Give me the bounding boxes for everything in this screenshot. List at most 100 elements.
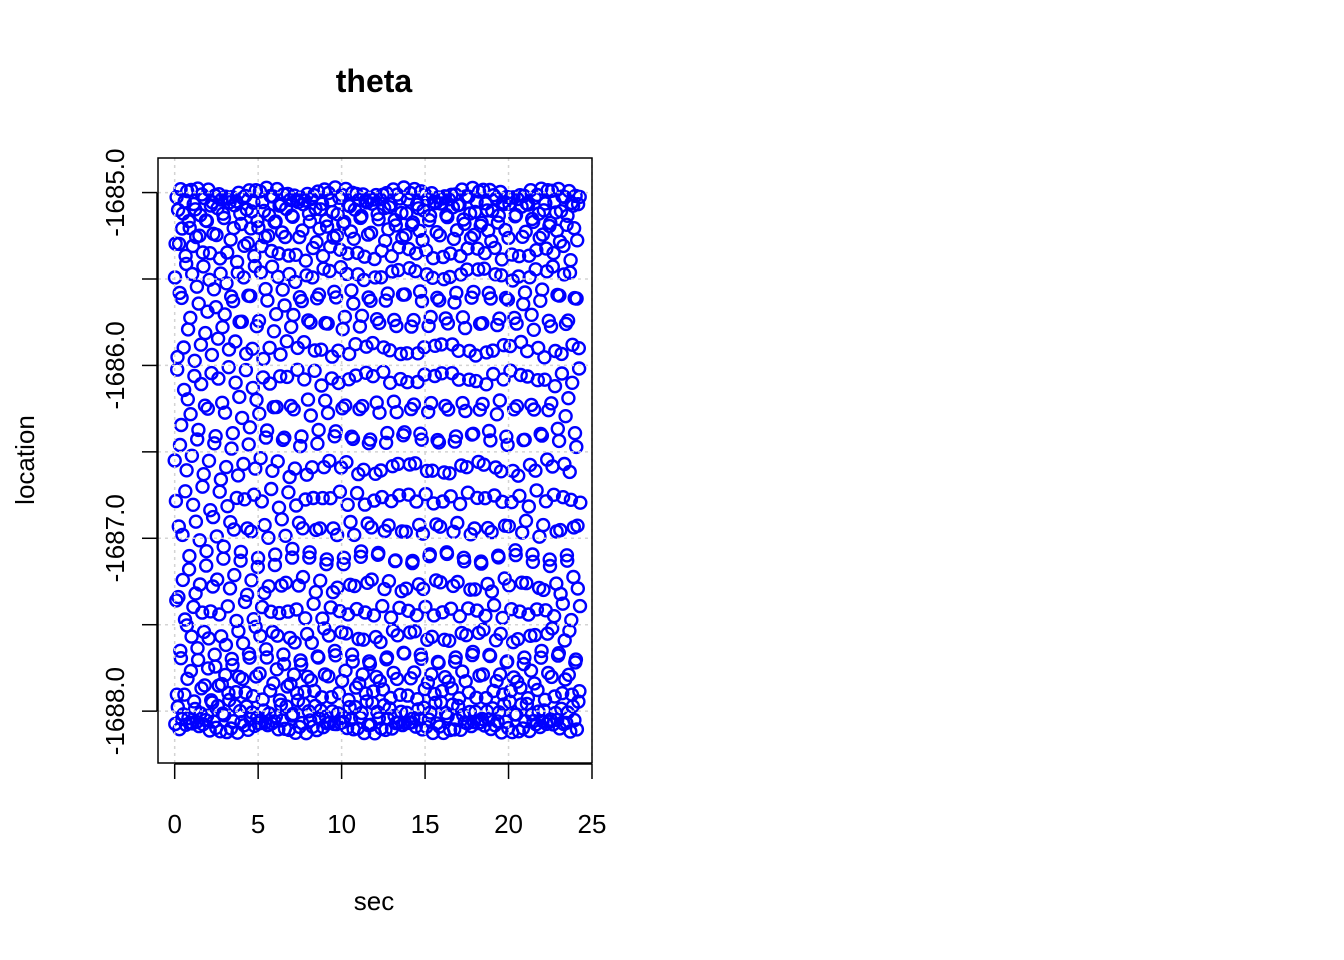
data-point xyxy=(224,651,240,667)
data-point xyxy=(289,602,304,617)
data-point xyxy=(300,392,316,407)
data-point xyxy=(373,270,389,285)
data-point xyxy=(397,425,412,440)
data-point xyxy=(534,428,550,443)
data-point xyxy=(320,316,335,331)
data-point xyxy=(324,690,339,705)
data-point xyxy=(268,547,283,562)
data-point xyxy=(180,322,196,337)
data-point xyxy=(504,247,520,262)
data-point xyxy=(504,602,519,617)
data-point xyxy=(349,601,364,617)
data-point xyxy=(409,608,424,623)
data-point xyxy=(547,379,563,394)
data-point xyxy=(347,578,362,594)
data-point xyxy=(336,557,351,572)
data-point xyxy=(529,242,544,258)
data-point xyxy=(501,519,516,534)
data-point xyxy=(566,220,582,236)
data-point xyxy=(298,492,313,507)
data-point xyxy=(545,259,560,274)
data-point xyxy=(519,575,534,591)
data-point xyxy=(436,249,451,265)
data-point xyxy=(295,569,311,585)
data-point xyxy=(211,371,226,386)
data-point xyxy=(189,279,205,294)
data-point xyxy=(231,623,246,639)
data-point xyxy=(408,719,423,734)
data-point xyxy=(219,245,235,260)
data-point xyxy=(289,686,305,701)
data-point xyxy=(393,371,408,387)
data-point xyxy=(285,209,300,225)
data-point xyxy=(175,572,191,588)
data-point xyxy=(214,676,230,692)
x-axis: 0 5 10 15 20 25 xyxy=(167,763,606,839)
data-point xyxy=(346,296,361,311)
data-point xyxy=(207,647,222,662)
data-point xyxy=(246,612,261,627)
data-point xyxy=(398,227,413,243)
data-point xyxy=(259,650,274,665)
x-tick-label: 15 xyxy=(411,809,440,839)
data-point xyxy=(242,420,258,435)
data-point xyxy=(526,402,542,417)
data-point xyxy=(342,346,357,362)
data-point xyxy=(240,235,256,251)
data-point xyxy=(221,685,236,701)
data-point xyxy=(421,318,436,334)
data-point xyxy=(413,426,428,441)
data-point xyxy=(286,307,301,323)
data-point xyxy=(306,490,321,506)
data-point xyxy=(209,572,225,587)
data-point xyxy=(335,322,350,337)
data-point xyxy=(463,230,479,246)
data-point xyxy=(537,372,552,387)
data-point xyxy=(210,331,226,346)
data-point xyxy=(509,316,524,331)
data-point xyxy=(554,346,569,362)
data-point xyxy=(279,369,295,385)
data-point xyxy=(487,240,502,256)
data-point xyxy=(322,453,337,469)
chart-title: theta xyxy=(336,63,413,99)
data-point xyxy=(295,521,310,536)
data-point xyxy=(239,587,255,602)
data-point xyxy=(500,437,515,453)
data-point xyxy=(556,238,571,254)
data-point xyxy=(199,544,214,559)
data-point xyxy=(547,689,562,704)
x-axis-label: sec xyxy=(354,886,394,916)
data-point xyxy=(491,550,506,565)
data-point xyxy=(217,307,232,322)
data-point xyxy=(555,596,570,611)
data-point xyxy=(251,313,267,328)
data-point xyxy=(483,291,498,306)
data-point xyxy=(249,392,264,408)
data-point xyxy=(482,648,498,664)
data-point xyxy=(313,342,329,357)
data-point xyxy=(261,530,276,545)
data-point xyxy=(225,657,240,673)
data-point xyxy=(292,229,307,245)
data-point xyxy=(475,316,490,331)
data-point xyxy=(272,605,287,621)
data-point xyxy=(476,261,492,276)
data-point xyxy=(312,521,328,536)
data-point xyxy=(168,493,184,509)
data-point xyxy=(427,368,442,384)
data-point xyxy=(235,636,251,651)
data-point xyxy=(393,346,408,362)
data-point xyxy=(526,322,541,337)
data-point xyxy=(223,232,238,247)
data-point xyxy=(471,262,486,277)
data-point xyxy=(335,401,350,416)
data-point xyxy=(332,604,347,619)
data-point xyxy=(186,694,202,709)
data-point xyxy=(552,288,567,303)
data-point xyxy=(513,680,528,695)
data-point xyxy=(530,682,545,698)
data-point xyxy=(304,635,319,650)
data-point xyxy=(458,403,473,419)
data-point xyxy=(366,684,381,699)
